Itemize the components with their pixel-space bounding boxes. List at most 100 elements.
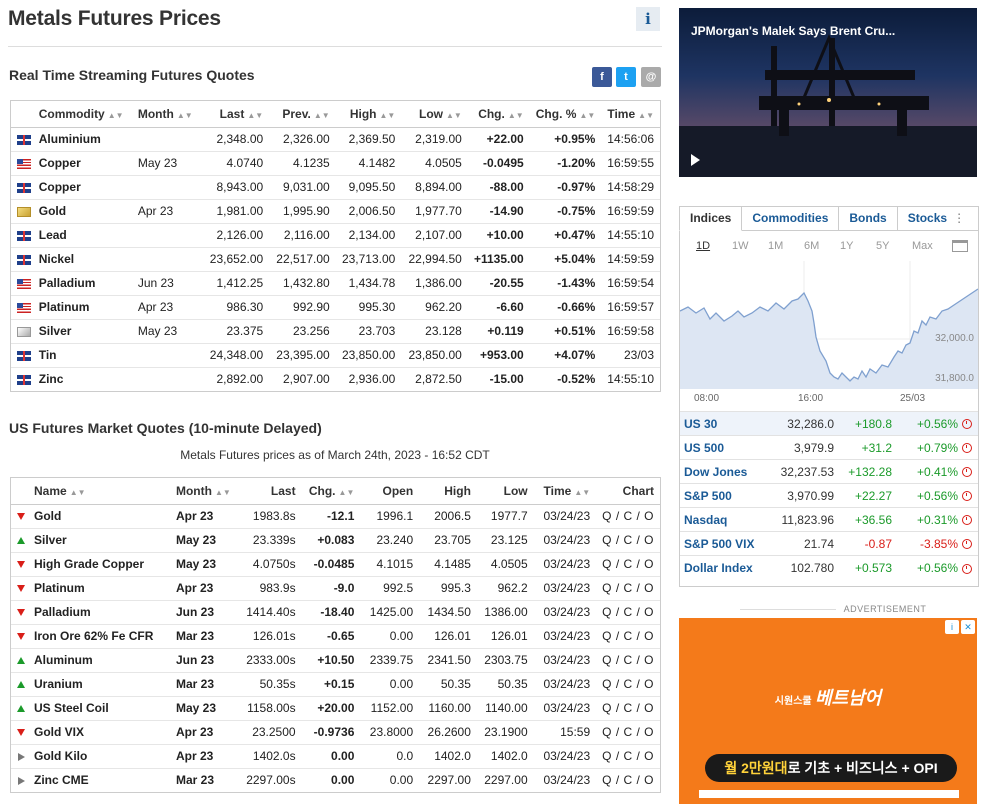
month-cell (131, 175, 201, 200)
chart-links[interactable]: Q / C / O (596, 720, 660, 745)
chart-links[interactable]: Q / C / O (596, 672, 660, 697)
tab-bonds[interactable]: Bonds (839, 207, 898, 230)
high-cell: 23,850.00 (335, 343, 402, 368)
range-1y[interactable]: 1Y (840, 240, 854, 252)
index-name-link[interactable]: S&P 500 (680, 483, 766, 508)
column-header-month[interactable]: Month ▲▼ (169, 478, 237, 505)
future-name-link[interactable]: Platinum (34, 576, 170, 601)
future-name-link[interactable]: Gold (34, 504, 170, 529)
commodity-name-link[interactable]: Tin (38, 343, 132, 368)
index-row[interactable]: US 500 3,979.9 +31.2 +0.79% (680, 435, 978, 460)
future-name-link[interactable]: Gold VIX (34, 720, 170, 745)
advertisement-banner[interactable]: i ✕ 시원스쿨 베트남어 월 2만원대로 기초 + 비즈니스 + OPI (679, 618, 977, 804)
range-1w[interactable]: 1W (732, 240, 749, 252)
commodity-name-link[interactable]: Copper (38, 151, 132, 176)
index-row[interactable]: Dollar Index 102.780 +0.573 +0.56% (680, 555, 978, 580)
index-row[interactable]: Nasdaq 11,823.96 +36.56 +0.31% (680, 507, 978, 532)
video-thumbnail[interactable]: JPMorgan's Malek Says Brent Cru... (679, 8, 977, 177)
chart-links[interactable]: Q / C / O (596, 528, 660, 553)
column-header-low: Low (476, 478, 534, 505)
future-name-link[interactable]: Palladium (34, 600, 170, 625)
column-header-time[interactable]: Time ▲▼ (533, 478, 597, 505)
high-cell: 2341.50 (419, 648, 477, 673)
month-cell: Mar 23 (169, 672, 237, 697)
column-header-low[interactable]: Low ▲▼ (401, 101, 468, 128)
ad-cta-button[interactable]: 월 2만원대로 기초 + 비즈니스 + OPI (705, 754, 957, 782)
range-5y[interactable]: 5Y (876, 240, 890, 252)
commodity-name-link[interactable]: Platinum (38, 295, 132, 320)
future-name-link[interactable]: Aluminum (34, 648, 170, 673)
month-cell: Apr 23 (131, 199, 201, 224)
column-header-commodity[interactable]: Commodity ▲▼ (38, 101, 132, 128)
chart-links[interactable]: Q / C / O (596, 648, 660, 673)
column-header-time[interactable]: Time ▲▼ (601, 101, 660, 128)
future-name-link[interactable]: Gold Kilo (34, 744, 170, 769)
index-name-link[interactable]: Dollar Index (680, 555, 766, 580)
column-header-name[interactable]: Name ▲▼ (34, 478, 170, 505)
future-name-link[interactable]: Silver (34, 528, 170, 553)
index-name-link[interactable]: US 500 (680, 435, 766, 460)
chart-links[interactable]: Q / C / O (596, 744, 660, 769)
future-name-link[interactable]: Iron Ore 62% Fe CFR (34, 624, 170, 649)
range-6m[interactable]: 6M (804, 240, 820, 252)
play-icon[interactable] (691, 154, 700, 166)
future-name-link[interactable]: High Grade Copper (34, 552, 170, 577)
commodity-name-link[interactable]: Silver (38, 319, 132, 344)
column-header-month[interactable]: Month ▲▼ (131, 101, 201, 128)
commodity-name-link[interactable]: Palladium (38, 271, 132, 296)
commodity-name-link[interactable]: Nickel (38, 247, 132, 272)
index-name-link[interactable]: S&P 500 VIX (680, 531, 766, 556)
prev-cell: 23.256 (269, 319, 336, 344)
ad-info-icon[interactable]: i (945, 620, 959, 634)
index-name-link[interactable]: Dow Jones (680, 459, 766, 484)
facebook-share-icon[interactable]: f (592, 67, 612, 87)
chart-links[interactable]: Q / C / O (596, 696, 660, 721)
more-tabs-icon[interactable]: ⋮ (953, 211, 966, 225)
ad-close-icon[interactable]: ✕ (961, 620, 975, 634)
chart-links[interactable]: Q / C / O (596, 600, 660, 625)
chart-links[interactable]: Q / C / O (596, 576, 660, 601)
commodity-name-link[interactable]: Copper (38, 175, 132, 200)
chart-links[interactable]: Q / C / O (596, 552, 660, 577)
info-icon[interactable]: i (636, 7, 660, 31)
column-header-chg[interactable]: Chg. ▲▼ (301, 478, 361, 505)
tab-stocks[interactable]: Stocks (907, 211, 948, 225)
future-name-link[interactable]: Zinc CME (34, 773, 89, 788)
index-row[interactable]: S&P 500 3,970.99 +22.27 +0.56% (680, 483, 978, 508)
index-last: 102.780 (766, 555, 838, 580)
range-max[interactable]: Max (912, 240, 933, 252)
email-share-icon[interactable]: @ (641, 67, 661, 87)
tab-commodities[interactable]: Commodities (742, 207, 840, 230)
tab-indices[interactable]: Indices (679, 206, 743, 231)
clock-cell (962, 459, 978, 484)
chart-links[interactable]: Q / C / O (596, 504, 660, 529)
title-divider (8, 46, 662, 47)
future-name-link[interactable]: US Steel Coil (34, 696, 170, 721)
index-row[interactable]: S&P 500 VIX 21.74 -0.87 -3.85% (680, 531, 978, 556)
range-1d[interactable]: 1D (696, 240, 711, 252)
twitter-share-icon[interactable]: t (616, 67, 636, 87)
commodity-name-link[interactable]: Aluminium (38, 127, 132, 152)
index-name-link[interactable]: US 30 (680, 411, 766, 436)
fullscreen-icon[interactable] (952, 240, 968, 252)
video-title[interactable]: JPMorgan's Malek Says Brent Cru... (691, 24, 896, 38)
index-name-link[interactable]: Nasdaq (680, 507, 766, 532)
column-header-chg-pct[interactable]: Chg. % ▲▼ (529, 101, 602, 128)
column-header-prev[interactable]: Prev. ▲▼ (269, 101, 336, 128)
high-cell: 4.1485 (419, 552, 477, 577)
column-header-last[interactable]: Last ▲▼ (200, 101, 270, 128)
column-header-chg[interactable]: Chg. ▲▼ (467, 101, 530, 128)
commodity-name-link[interactable]: Gold (38, 199, 132, 224)
chart-links[interactable]: Q / C / O (602, 773, 654, 788)
future-name-link[interactable]: Uranium (34, 672, 170, 697)
chart-links[interactable]: Q / C / O (596, 624, 660, 649)
column-header-high[interactable]: High ▲▼ (335, 101, 402, 128)
commodity-name-link[interactable]: Lead (38, 223, 132, 248)
high-cell: 2,936.00 (335, 367, 402, 391)
index-row[interactable]: US 30 32,286.0 +180.8 +0.56% (680, 411, 978, 436)
us-flag-icon (17, 278, 31, 289)
range-1m[interactable]: 1M (768, 240, 784, 252)
commodity-name-link[interactable]: Zinc (38, 367, 132, 391)
trend-cell (11, 624, 34, 649)
index-row[interactable]: Dow Jones 32,237.53 +132.28 +0.41% (680, 459, 978, 484)
